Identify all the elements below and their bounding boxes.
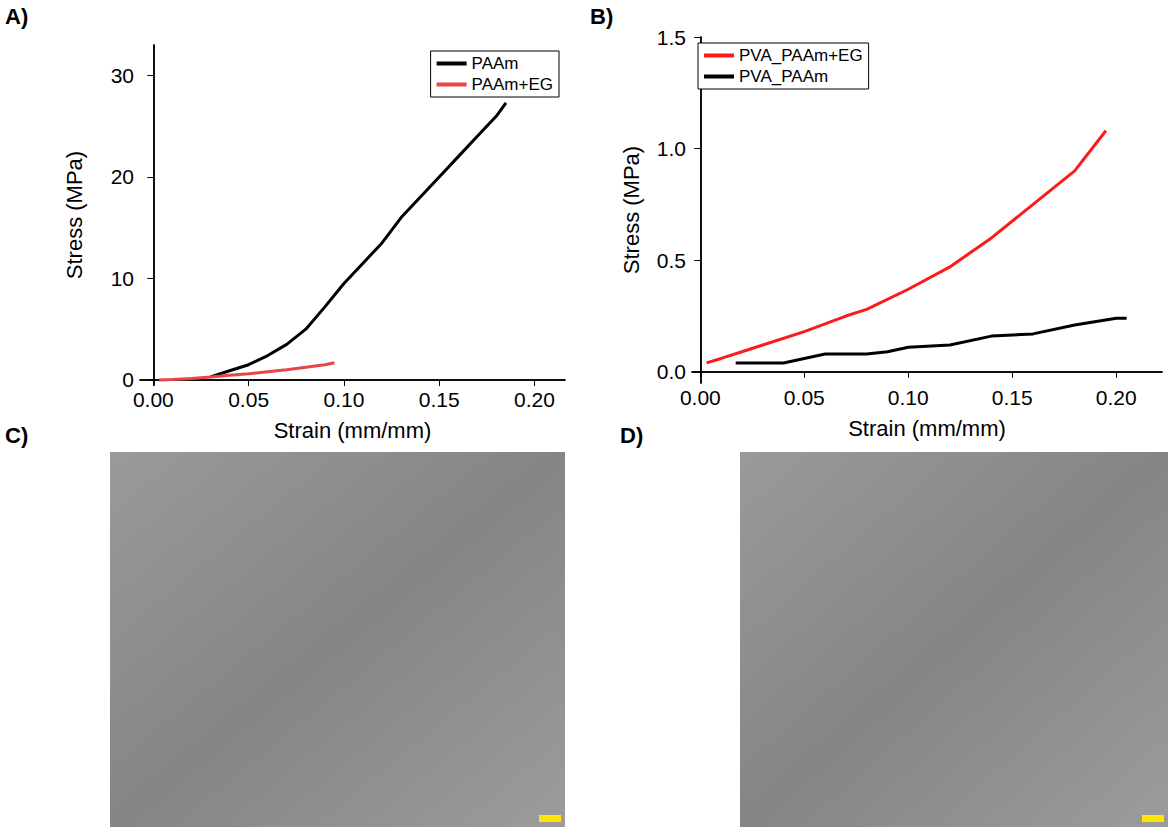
svg-text:A): A) [5, 4, 28, 29]
svg-text:D): D) [620, 423, 643, 448]
svg-text:0.20: 0.20 [514, 388, 555, 411]
svg-text:0.00: 0.00 [680, 386, 721, 409]
svg-text:C): C) [5, 423, 28, 448]
svg-text:30: 30 [111, 64, 134, 87]
svg-text:B): B) [590, 4, 613, 29]
svg-text:0.00: 0.00 [133, 388, 174, 411]
svg-text:0.10: 0.10 [888, 386, 929, 409]
svg-text:PVA_PAAm: PVA_PAAm [739, 67, 828, 86]
svg-text:Stress (MPa): Stress (MPa) [62, 151, 87, 279]
svg-text:0.20: 0.20 [1096, 386, 1137, 409]
svg-text:0.05: 0.05 [784, 386, 825, 409]
svg-text:PAAm+EG: PAAm+EG [472, 75, 553, 94]
svg-text:Strain (mm/mm): Strain (mm/mm) [274, 418, 432, 443]
svg-text:1.0: 1.0 [657, 137, 686, 160]
svg-text:Stress (MPa): Stress (MPa) [619, 146, 644, 274]
svg-text:20: 20 [111, 165, 134, 188]
svg-text:0.0: 0.0 [657, 360, 686, 383]
svg-text:0.10: 0.10 [323, 388, 364, 411]
svg-text:0.05: 0.05 [228, 388, 269, 411]
svg-text:Strain (mm/mm): Strain (mm/mm) [848, 416, 1006, 441]
svg-text:10: 10 [111, 267, 134, 290]
svg-text:1.5: 1.5 [657, 26, 686, 49]
svg-text:0.5: 0.5 [657, 249, 686, 272]
svg-text:0: 0 [122, 368, 134, 392]
svg-text:0.15: 0.15 [992, 386, 1033, 409]
svg-text:PVA_PAAm+EG: PVA_PAAm+EG [739, 46, 863, 65]
svg-text:PAAm: PAAm [472, 54, 519, 73]
svg-text:0.15: 0.15 [419, 388, 460, 411]
